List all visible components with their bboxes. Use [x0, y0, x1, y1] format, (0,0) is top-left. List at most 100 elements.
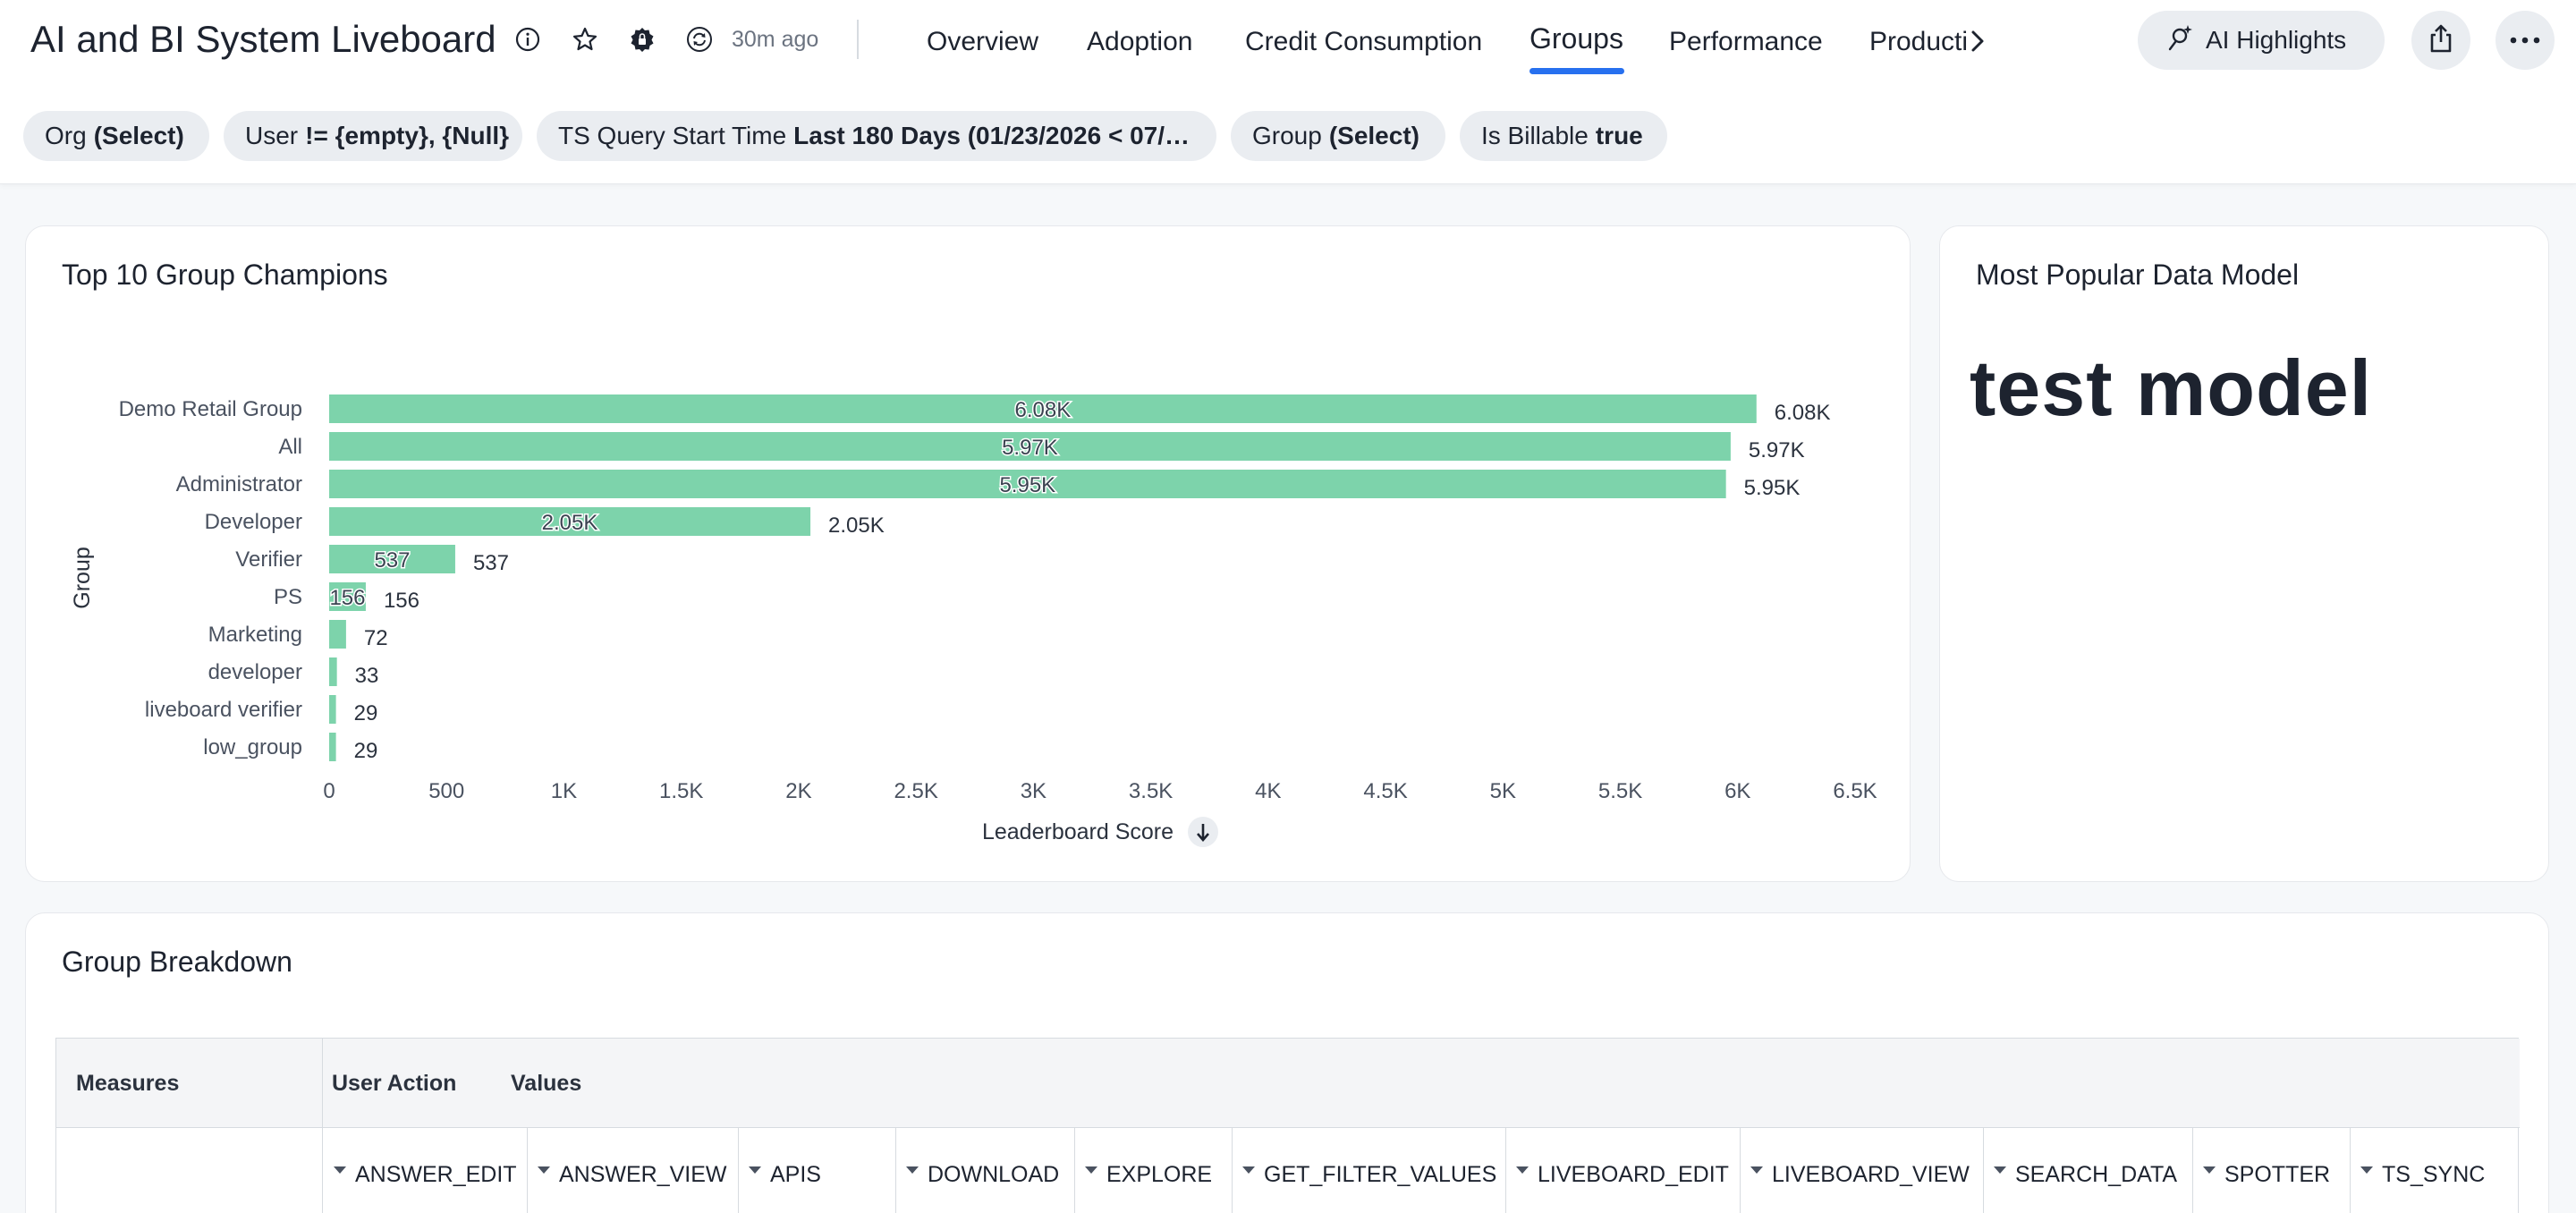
caret-down-icon[interactable]: [1750, 1166, 1763, 1174]
filter-chip-is-billable[interactable]: Is Billable true: [1460, 111, 1667, 161]
bar[interactable]: [329, 394, 1757, 423]
sparkle-icon: [2165, 22, 2195, 59]
caret-down-icon[interactable]: [538, 1166, 550, 1174]
tab-performance[interactable]: Performance: [1669, 27, 1823, 56]
caret-down-icon[interactable]: [334, 1166, 346, 1174]
pivot-column-header[interactable]: ANSWER_EDIT: [334, 1162, 517, 1188]
filter-chip-query-start-time[interactable]: TS Query Start Time Last 180 Days (01/23/…: [537, 111, 1216, 161]
data-label: 29: [354, 701, 378, 725]
values-header[interactable]: Values: [511, 1071, 582, 1096]
bar[interactable]: [329, 507, 811, 536]
refresh-icon[interactable]: [683, 23, 716, 55]
category-label: PS: [274, 585, 302, 609]
filter-name: Is Billable: [1481, 122, 1589, 149]
filter-value: true: [1595, 122, 1643, 149]
column-divider: [1983, 1128, 1984, 1213]
caret-down-icon[interactable]: [749, 1166, 761, 1174]
ai-highlights-button[interactable]: AI Highlights: [2138, 11, 2385, 70]
x-axis-title[interactable]: Leaderboard Score: [982, 819, 1174, 844]
caret-down-icon[interactable]: [1516, 1166, 1529, 1174]
column-label: SEARCH_DATA: [2015, 1162, 2178, 1187]
tab-production[interactable]: Producti: [1869, 27, 1969, 56]
category-label: All: [278, 435, 302, 459]
pivot-column-header[interactable]: EXPLORE: [1085, 1162, 1212, 1188]
filter-chip-group[interactable]: Group (Select): [1231, 111, 1445, 161]
tab-overview[interactable]: Overview: [927, 27, 1039, 56]
x-tick-label: 2K: [785, 779, 811, 803]
bar[interactable]: [329, 545, 455, 573]
column-label: LIVEBOARD_VIEW: [1772, 1162, 1970, 1187]
bar[interactable]: [329, 432, 1731, 461]
pivot-column-header[interactable]: LIVEBOARD_EDIT: [1516, 1162, 1729, 1188]
caret-down-icon[interactable]: [1994, 1166, 2006, 1174]
user-action-header[interactable]: User Action: [332, 1071, 457, 1096]
x-tick-label: 1.5K: [659, 779, 703, 803]
column-divider: [1232, 1128, 1233, 1213]
star-icon[interactable]: [569, 23, 601, 55]
verified-lock-icon[interactable]: [626, 23, 658, 55]
data-label: 537: [473, 551, 509, 575]
column-divider: [738, 1128, 739, 1213]
caret-down-icon[interactable]: [906, 1166, 919, 1174]
pivot-column-header[interactable]: LIVEBOARD_VIEW: [1750, 1162, 1970, 1188]
column-divider: [2192, 1128, 2193, 1213]
tab-adoption[interactable]: Adoption: [1087, 27, 1193, 56]
tab-groups[interactable]: Groups: [1530, 22, 1623, 55]
category-label: Marketing: [208, 623, 302, 647]
bar[interactable]: [329, 582, 366, 611]
popular-data-model-card: Most Popular Data Model: [1939, 225, 2549, 882]
share-button[interactable]: [2411, 11, 2470, 70]
bar[interactable]: [329, 695, 336, 724]
category-label: Demo Retail Group: [119, 397, 302, 421]
bar[interactable]: [329, 620, 346, 649]
filter-value: (Select): [1328, 122, 1419, 149]
x-tick-label: 3K: [1021, 779, 1046, 803]
caret-down-icon[interactable]: [1242, 1166, 1255, 1174]
x-tick-label: 3.5K: [1129, 779, 1173, 803]
header-divider: [857, 20, 859, 59]
caret-down-icon[interactable]: [2203, 1166, 2216, 1174]
filter-value: (Select): [93, 122, 184, 149]
filter-chip-org[interactable]: Org (Select): [23, 111, 209, 161]
x-tick-label: 5.5K: [1598, 779, 1642, 803]
pivot-column-header[interactable]: APIS: [749, 1162, 821, 1188]
caret-down-icon[interactable]: [2360, 1166, 2373, 1174]
chevron-right-icon[interactable]: [1964, 23, 1991, 59]
bar[interactable]: [329, 470, 1726, 498]
pivot-column-header[interactable]: DOWNLOAD: [906, 1162, 1059, 1188]
info-icon[interactable]: [512, 23, 544, 55]
tab-credit-consumption[interactable]: Credit Consumption: [1245, 27, 1483, 56]
sort-descending-icon[interactable]: [1188, 817, 1218, 847]
x-tick-label: 6K: [1724, 779, 1750, 803]
x-tick-label: 4.5K: [1363, 779, 1407, 803]
caret-down-icon[interactable]: [1085, 1166, 1097, 1174]
column-label: GET_FILTER_VALUES: [1264, 1162, 1497, 1187]
share-icon: [2428, 23, 2454, 58]
x-tick-label: 0: [323, 779, 335, 803]
filter-chip-user[interactable]: User != {empty}, {Null}: [224, 111, 522, 161]
bar[interactable]: [329, 657, 337, 686]
pivot-column-header[interactable]: ANSWER_VIEW: [538, 1162, 727, 1188]
bar-inner-label: 537: [374, 548, 410, 573]
y-axis-title: Group: [70, 547, 95, 608]
page-title: AI and BI System Liveboard: [30, 18, 496, 60]
data-label: 5.95K: [1744, 476, 1801, 500]
bar[interactable]: [329, 733, 336, 761]
column-label: ANSWER_VIEW: [559, 1162, 727, 1187]
bar-inner-label: 156: [329, 586, 365, 610]
column-divider: [1074, 1128, 1075, 1213]
card-title: Most Popular Data Model: [1976, 259, 2300, 291]
pivot-column-header[interactable]: SEARCH_DATA: [1994, 1162, 2177, 1188]
card-title: Group Breakdown: [62, 946, 292, 978]
column-divider: [527, 1128, 528, 1213]
pivot-column-header[interactable]: SPOTTER: [2203, 1162, 2330, 1188]
x-tick-label: 5K: [1490, 779, 1516, 803]
measures-header[interactable]: Measures: [76, 1071, 180, 1096]
more-options-button[interactable]: [2496, 11, 2555, 70]
filter-value: != {empty}, {Null}: [305, 122, 510, 149]
category-label: Verifier: [235, 547, 302, 572]
column-label: APIS: [770, 1162, 821, 1187]
pivot-column-header[interactable]: TS_SYNC: [2360, 1162, 2485, 1188]
bar-inner-label: 5.97K: [1002, 436, 1058, 460]
pivot-column-header[interactable]: GET_FILTER_VALUES: [1242, 1162, 1496, 1188]
